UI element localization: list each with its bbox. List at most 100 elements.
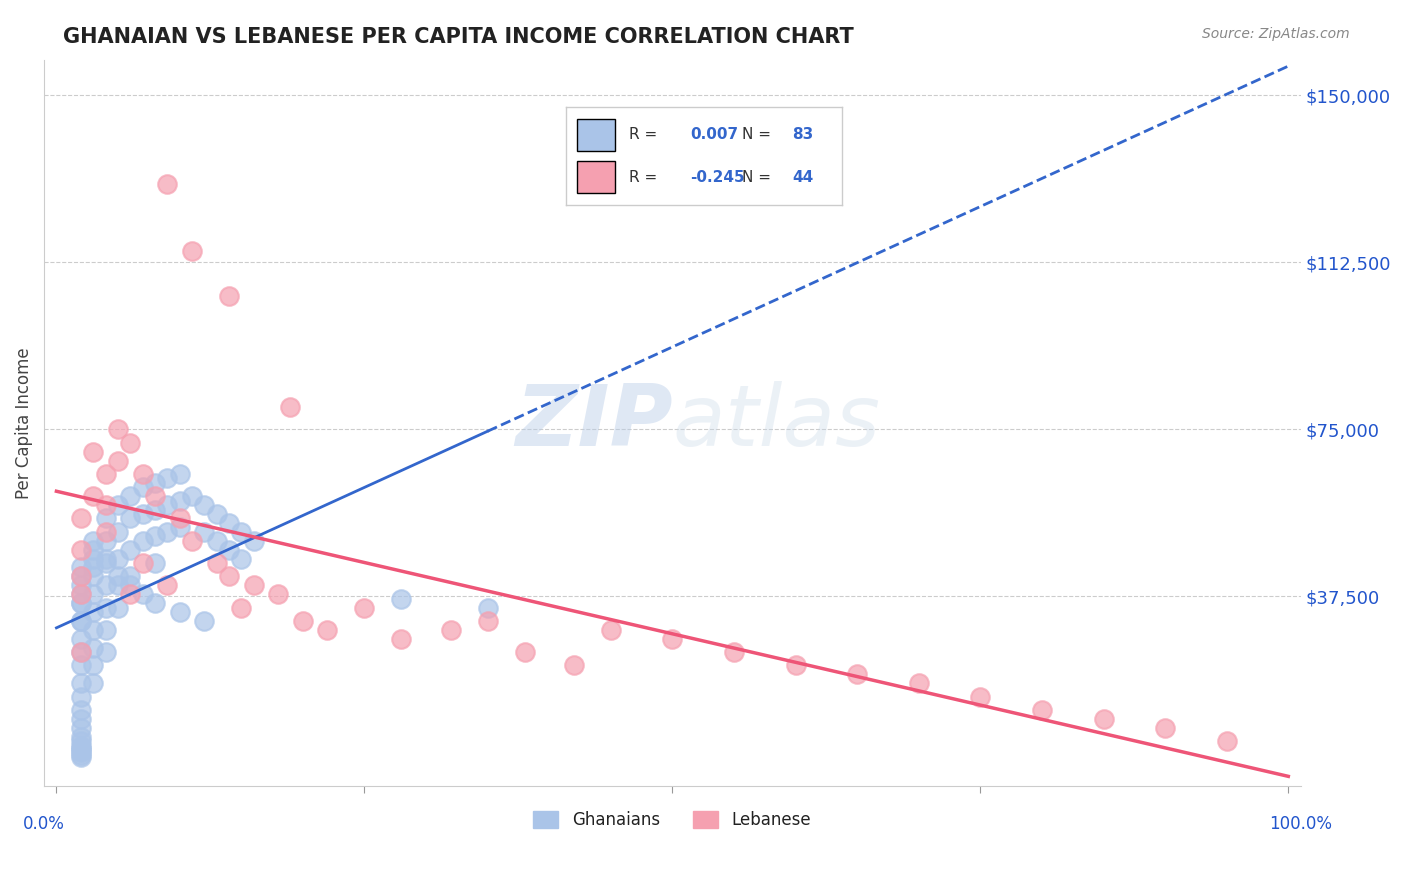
Point — [70, 560, 93, 574]
Point — [70, 730, 93, 744]
Point — [120, 489, 142, 503]
Point — [120, 511, 142, 525]
Point — [143, 502, 166, 516]
Point — [193, 524, 215, 539]
Y-axis label: Per Capita Income: Per Capita Income — [15, 347, 32, 499]
Point — [70, 747, 93, 762]
Point — [205, 556, 228, 570]
Text: 100.0%: 100.0% — [1270, 814, 1331, 833]
Point — [82, 560, 104, 574]
Point — [231, 551, 253, 566]
Point — [218, 516, 240, 530]
Point — [94, 551, 117, 566]
Point — [94, 467, 117, 481]
Point — [70, 596, 93, 610]
Point — [70, 743, 93, 757]
Point — [70, 542, 93, 557]
Point — [82, 533, 104, 548]
Text: Source: ZipAtlas.com: Source: ZipAtlas.com — [1202, 27, 1350, 41]
Point — [82, 658, 104, 673]
Text: GHANAIAN VS LEBANESE PER CAPITA INCOME CORRELATION CHART: GHANAIAN VS LEBANESE PER CAPITA INCOME C… — [63, 27, 853, 46]
Point — [291, 614, 314, 628]
Point — [143, 489, 166, 503]
Point — [70, 614, 93, 628]
Point — [70, 712, 93, 726]
Point — [205, 507, 228, 521]
Point — [70, 587, 93, 601]
Point — [169, 493, 191, 508]
Point — [181, 244, 204, 259]
Text: 0.0%: 0.0% — [22, 814, 65, 833]
Point — [82, 676, 104, 690]
Point — [242, 578, 264, 592]
Point — [82, 444, 104, 458]
Point — [169, 467, 191, 481]
Point — [131, 467, 153, 481]
Text: ZIP: ZIP — [515, 381, 672, 464]
Point — [70, 645, 93, 659]
Point — [70, 632, 93, 646]
Point — [785, 658, 807, 673]
Point — [316, 623, 339, 637]
Point — [70, 703, 93, 717]
Point — [70, 749, 93, 764]
Point — [156, 178, 179, 192]
Point — [599, 623, 621, 637]
Point — [156, 524, 179, 539]
Point — [107, 569, 129, 583]
Point — [70, 578, 93, 592]
Point — [70, 587, 93, 601]
Point — [143, 556, 166, 570]
Point — [70, 511, 93, 525]
Legend: Ghanaians, Lebanese: Ghanaians, Lebanese — [527, 804, 818, 836]
Point — [70, 740, 93, 755]
Point — [82, 542, 104, 557]
Point — [156, 498, 179, 512]
Point — [143, 475, 166, 490]
Point — [70, 658, 93, 673]
Point — [218, 569, 240, 583]
Point — [846, 667, 869, 681]
Point — [82, 569, 104, 583]
Point — [107, 578, 129, 592]
Point — [1154, 721, 1177, 735]
Point — [82, 605, 104, 619]
Point — [94, 578, 117, 592]
Point — [70, 569, 93, 583]
Point — [1215, 734, 1237, 748]
Point — [94, 645, 117, 659]
Point — [94, 623, 117, 637]
Point — [120, 578, 142, 592]
Point — [120, 569, 142, 583]
Point — [94, 498, 117, 512]
Point — [70, 676, 93, 690]
Point — [94, 511, 117, 525]
Point — [205, 533, 228, 548]
Point — [169, 520, 191, 534]
Point — [181, 533, 204, 548]
Point — [70, 596, 93, 610]
Point — [107, 600, 129, 615]
Point — [242, 533, 264, 548]
Point — [1092, 712, 1115, 726]
Point — [131, 533, 153, 548]
Point — [70, 614, 93, 628]
Point — [267, 587, 290, 601]
Point — [131, 507, 153, 521]
Point — [143, 529, 166, 543]
Point — [231, 524, 253, 539]
Point — [562, 658, 585, 673]
Point — [440, 623, 463, 637]
Point — [82, 640, 104, 655]
Point — [513, 645, 536, 659]
Point — [70, 734, 93, 748]
Point — [94, 556, 117, 570]
Point — [231, 600, 253, 615]
Point — [82, 489, 104, 503]
Point — [70, 569, 93, 583]
Point — [94, 524, 117, 539]
Point — [107, 524, 129, 539]
Point — [107, 422, 129, 436]
Point — [70, 721, 93, 735]
Point — [94, 533, 117, 548]
